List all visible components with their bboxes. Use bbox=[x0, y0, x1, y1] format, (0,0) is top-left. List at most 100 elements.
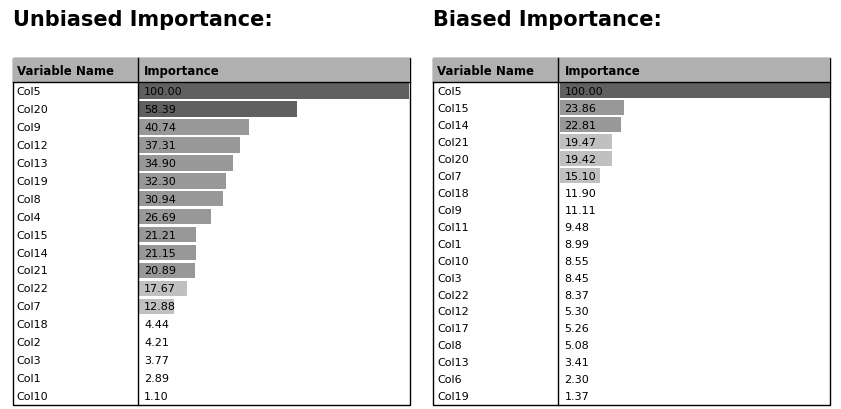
Text: Unbiased Importance:: Unbiased Importance: bbox=[13, 10, 272, 30]
Text: 5.30: 5.30 bbox=[564, 307, 590, 317]
Text: 4.44: 4.44 bbox=[144, 319, 169, 329]
Text: Col21: Col21 bbox=[17, 266, 49, 276]
Text: 3.41: 3.41 bbox=[564, 357, 590, 368]
Text: 1.10: 1.10 bbox=[144, 391, 169, 401]
Text: 58.39: 58.39 bbox=[144, 105, 176, 115]
Text: 12.88: 12.88 bbox=[144, 301, 176, 312]
Text: Col12: Col12 bbox=[437, 307, 469, 317]
Text: 100.00: 100.00 bbox=[144, 87, 182, 97]
Bar bbox=[13, 59, 410, 83]
Text: Col21: Col21 bbox=[437, 137, 469, 147]
Text: Col5: Col5 bbox=[437, 87, 462, 97]
Text: Col20: Col20 bbox=[437, 154, 469, 164]
Text: 40.74: 40.74 bbox=[144, 123, 176, 133]
Text: 15.10: 15.10 bbox=[564, 171, 596, 181]
Text: 20.89: 20.89 bbox=[144, 266, 176, 276]
Bar bbox=[559, 135, 612, 150]
Text: Col4: Col4 bbox=[17, 212, 41, 222]
Bar bbox=[13, 59, 410, 405]
Bar bbox=[433, 59, 830, 83]
Text: 8.45: 8.45 bbox=[564, 273, 590, 283]
Text: Col15: Col15 bbox=[437, 103, 469, 113]
Text: Importance: Importance bbox=[144, 65, 220, 78]
Text: Col8: Col8 bbox=[437, 341, 462, 351]
Text: 26.69: 26.69 bbox=[144, 212, 176, 222]
Text: 34.90: 34.90 bbox=[144, 159, 176, 169]
Text: 100.00: 100.00 bbox=[564, 87, 603, 97]
Text: Col11: Col11 bbox=[437, 222, 469, 232]
Text: Col10: Col10 bbox=[437, 256, 469, 266]
Bar bbox=[139, 138, 240, 153]
Bar bbox=[559, 118, 621, 133]
Text: 11.11: 11.11 bbox=[564, 205, 596, 215]
Text: 3.77: 3.77 bbox=[144, 355, 169, 365]
Text: 8.99: 8.99 bbox=[564, 239, 590, 249]
Text: Col20: Col20 bbox=[17, 105, 49, 115]
Text: Col22: Col22 bbox=[17, 284, 49, 294]
Bar bbox=[139, 209, 211, 225]
Bar bbox=[559, 169, 600, 184]
Text: 37.31: 37.31 bbox=[144, 141, 176, 151]
Text: Col18: Col18 bbox=[17, 319, 49, 329]
Text: Col6: Col6 bbox=[437, 375, 462, 384]
Text: Col17: Col17 bbox=[437, 324, 469, 334]
Text: Col1: Col1 bbox=[437, 239, 462, 249]
Text: Col3: Col3 bbox=[17, 355, 41, 365]
Bar bbox=[139, 84, 409, 100]
Bar bbox=[139, 120, 249, 135]
Text: 21.15: 21.15 bbox=[144, 248, 176, 258]
Text: Col10: Col10 bbox=[17, 391, 49, 401]
Text: Importance: Importance bbox=[564, 65, 640, 78]
Text: 17.67: 17.67 bbox=[144, 284, 176, 294]
Text: Col5: Col5 bbox=[17, 87, 41, 97]
Bar bbox=[559, 152, 612, 166]
Text: Col19: Col19 bbox=[437, 391, 469, 401]
Text: 2.89: 2.89 bbox=[144, 373, 169, 383]
Text: 5.26: 5.26 bbox=[564, 324, 590, 334]
Text: Col15: Col15 bbox=[17, 230, 49, 240]
Bar bbox=[139, 156, 233, 171]
Text: 21.21: 21.21 bbox=[144, 230, 176, 240]
Text: 23.86: 23.86 bbox=[564, 103, 596, 113]
Text: Col19: Col19 bbox=[17, 176, 49, 187]
Bar bbox=[559, 101, 624, 116]
Text: 30.94: 30.94 bbox=[144, 194, 176, 204]
Text: 8.37: 8.37 bbox=[564, 290, 590, 300]
Text: Col7: Col7 bbox=[17, 301, 41, 312]
Bar bbox=[139, 227, 196, 243]
Text: Col22: Col22 bbox=[437, 290, 469, 300]
Text: Col7: Col7 bbox=[437, 171, 462, 181]
Text: 19.47: 19.47 bbox=[564, 137, 596, 147]
Text: Col9: Col9 bbox=[437, 205, 462, 215]
Text: Col14: Col14 bbox=[437, 120, 469, 130]
Text: 32.30: 32.30 bbox=[144, 176, 176, 187]
Bar bbox=[433, 59, 830, 405]
Bar bbox=[139, 102, 297, 117]
Bar bbox=[139, 299, 174, 314]
Text: Col13: Col13 bbox=[17, 159, 49, 169]
Bar bbox=[139, 191, 223, 207]
Bar bbox=[139, 263, 195, 279]
Text: Col9: Col9 bbox=[17, 123, 41, 133]
Text: Biased Importance:: Biased Importance: bbox=[433, 10, 662, 30]
Text: Col1: Col1 bbox=[17, 373, 41, 383]
Text: 5.08: 5.08 bbox=[564, 341, 590, 351]
Text: Col13: Col13 bbox=[437, 357, 469, 368]
Text: Col2: Col2 bbox=[17, 337, 41, 347]
Text: Col12: Col12 bbox=[17, 141, 49, 151]
Text: Variable Name: Variable Name bbox=[437, 65, 534, 78]
Bar bbox=[139, 174, 226, 189]
Bar bbox=[559, 84, 829, 99]
Bar bbox=[139, 281, 187, 297]
Text: 11.90: 11.90 bbox=[564, 188, 596, 198]
Text: Col8: Col8 bbox=[17, 194, 41, 204]
Text: Col14: Col14 bbox=[17, 248, 49, 258]
Text: 8.55: 8.55 bbox=[564, 256, 590, 266]
Text: 2.30: 2.30 bbox=[564, 375, 590, 384]
Bar bbox=[139, 245, 196, 261]
Text: 9.48: 9.48 bbox=[564, 222, 590, 232]
Text: 4.21: 4.21 bbox=[144, 337, 169, 347]
Text: 1.37: 1.37 bbox=[564, 391, 590, 401]
Text: 19.42: 19.42 bbox=[564, 154, 596, 164]
Text: 22.81: 22.81 bbox=[564, 120, 596, 130]
